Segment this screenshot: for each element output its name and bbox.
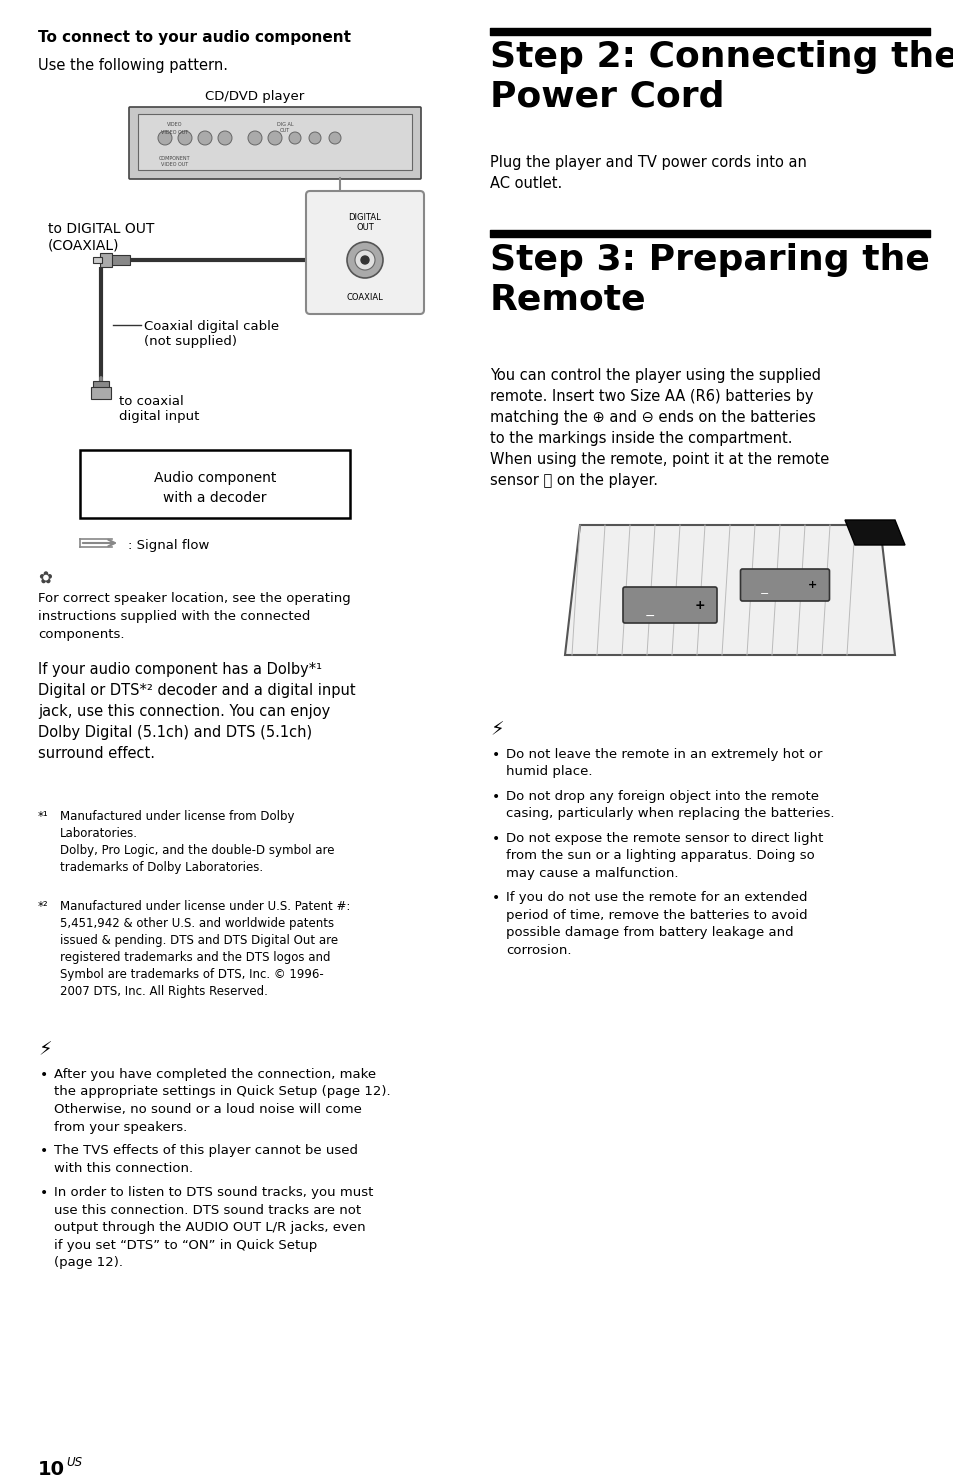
Text: Do not expose the remote sensor to direct light
from the sun or a lighting appar: Do not expose the remote sensor to direc… — [505, 832, 822, 879]
Circle shape — [289, 132, 301, 144]
Bar — [91, 387, 111, 399]
Circle shape — [178, 131, 192, 145]
Circle shape — [329, 132, 340, 144]
Text: : Signal flow: : Signal flow — [128, 538, 209, 552]
Text: After you have completed the connection, make
the appropriate settings in Quick : After you have completed the connection,… — [54, 1068, 390, 1133]
Text: ⚡: ⚡ — [490, 721, 503, 739]
Text: ⚡: ⚡ — [38, 1040, 51, 1059]
Text: to coaxial
digital input: to coaxial digital input — [119, 394, 199, 423]
Text: to DIGITAL OUT
(COAXIAL): to DIGITAL OUT (COAXIAL) — [48, 222, 154, 252]
Text: DIGITAL
OUT: DIGITAL OUT — [348, 214, 381, 233]
Circle shape — [360, 257, 369, 264]
Bar — [100, 254, 112, 267]
Text: •: • — [492, 832, 499, 845]
Text: Coaxial digital cable
(not supplied): Coaxial digital cable (not supplied) — [144, 320, 279, 349]
Circle shape — [347, 242, 382, 277]
Text: Do not leave the remote in an extremely hot or
humid place.: Do not leave the remote in an extremely … — [505, 747, 821, 779]
Bar — [92, 257, 102, 262]
Text: *²: *² — [38, 900, 49, 914]
Text: Manufactured under license from Dolby
Laboratories.
Dolby, Pro Logic, and the do: Manufactured under license from Dolby La… — [60, 810, 335, 873]
Text: •: • — [40, 1186, 49, 1200]
Text: CD/DVD player: CD/DVD player — [205, 90, 304, 102]
Text: •: • — [40, 1143, 49, 1158]
Circle shape — [158, 131, 172, 145]
Circle shape — [198, 131, 212, 145]
Text: COMPONENT
VIDEO OUT: COMPONENT VIDEO OUT — [159, 156, 191, 166]
Text: +: + — [694, 599, 704, 612]
Text: *¹: *¹ — [38, 810, 49, 823]
FancyBboxPatch shape — [306, 191, 423, 314]
FancyBboxPatch shape — [129, 107, 420, 179]
Text: To connect to your audio component: To connect to your audio component — [38, 30, 351, 44]
Bar — [138, 114, 412, 171]
Text: The TVS effects of this player cannot be used
with this connection.: The TVS effects of this player cannot be… — [54, 1143, 357, 1175]
Text: DIG AL
OUT: DIG AL OUT — [276, 122, 293, 133]
Text: −: − — [760, 589, 769, 599]
Text: Step 3: Preparing the
Remote: Step 3: Preparing the Remote — [490, 243, 929, 316]
Text: In order to listen to DTS sound tracks, you must
use this connection. DTS sound : In order to listen to DTS sound tracks, … — [54, 1186, 373, 1269]
Text: VIDEO OUT: VIDEO OUT — [161, 131, 189, 135]
Text: •: • — [492, 891, 499, 905]
Bar — [110, 255, 130, 265]
Text: •: • — [40, 1068, 49, 1083]
Polygon shape — [564, 525, 894, 655]
Circle shape — [309, 132, 320, 144]
Text: Use the following pattern.: Use the following pattern. — [38, 58, 228, 73]
Circle shape — [218, 131, 232, 145]
Text: •: • — [492, 747, 499, 762]
Circle shape — [248, 131, 262, 145]
Text: For correct speaker location, see the operating
instructions supplied with the c: For correct speaker location, see the op… — [38, 592, 351, 641]
Text: −: − — [644, 610, 655, 623]
Text: ✿: ✿ — [38, 569, 51, 587]
Polygon shape — [844, 521, 904, 544]
Text: COAXIAL: COAXIAL — [346, 294, 383, 303]
Text: Audio component
with a decoder: Audio component with a decoder — [153, 472, 276, 504]
Circle shape — [355, 251, 375, 270]
Text: +: + — [807, 580, 817, 590]
FancyBboxPatch shape — [740, 569, 828, 601]
Text: 10: 10 — [38, 1459, 65, 1479]
Text: Do not drop any foreign object into the remote
casing, particularly when replaci: Do not drop any foreign object into the … — [505, 790, 834, 820]
Text: If your audio component has a Dolby*¹
Digital or DTS*² decoder and a digital inp: If your audio component has a Dolby*¹ Di… — [38, 661, 355, 761]
Text: Step 2: Connecting the
Power Cord: Step 2: Connecting the Power Cord — [490, 40, 953, 113]
Circle shape — [268, 131, 282, 145]
Text: US: US — [66, 1456, 82, 1470]
Bar — [80, 449, 350, 518]
Text: •: • — [492, 790, 499, 804]
Bar — [92, 381, 109, 389]
Text: You can control the player using the supplied
remote. Insert two Size AA (R6) ba: You can control the player using the sup… — [490, 368, 828, 488]
Text: If you do not use the remote for an extended
period of time, remove the batterie: If you do not use the remote for an exte… — [505, 891, 807, 957]
Text: VIDEO: VIDEO — [167, 122, 183, 128]
Text: Plug the player and TV power cords into an
AC outlet.: Plug the player and TV power cords into … — [490, 156, 806, 191]
FancyBboxPatch shape — [622, 587, 717, 623]
Text: Manufactured under license under U.S. Patent #:
5,451,942 & other U.S. and world: Manufactured under license under U.S. Pa… — [60, 900, 350, 998]
